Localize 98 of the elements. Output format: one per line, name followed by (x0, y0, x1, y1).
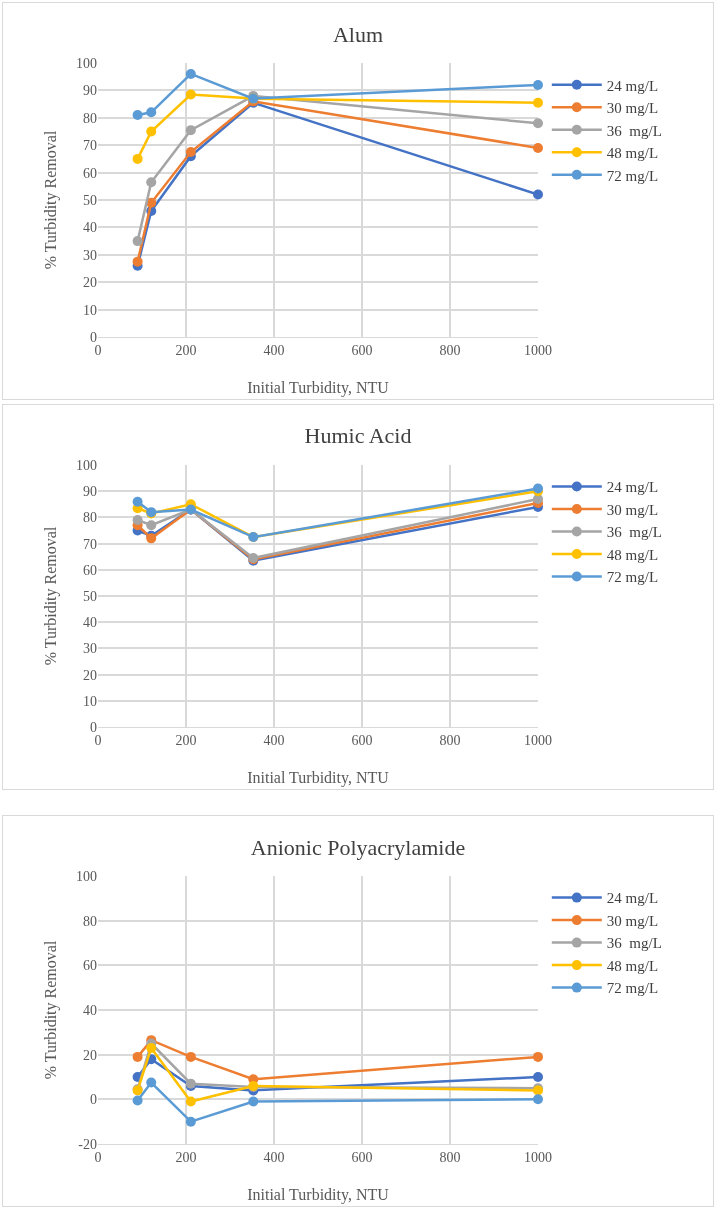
y-tick-label: 100 (76, 868, 97, 884)
y-tick-label: 100 (76, 55, 97, 71)
y-tick-label: 50 (83, 192, 97, 208)
point (132, 256, 143, 267)
legend-label: 48 mg/L (606, 957, 659, 974)
x-tick-label: 1000 (524, 1149, 552, 1165)
y-tick-label: 10 (83, 302, 97, 318)
point (185, 89, 196, 100)
legend-label: 36 mg/L (606, 935, 662, 952)
x-tick-label: 400 (263, 342, 285, 358)
legend-label: 36 mg/L (606, 122, 662, 139)
point (533, 142, 543, 153)
point (185, 1051, 196, 1062)
y-tick-label: 100 (76, 457, 97, 473)
point (132, 496, 143, 507)
point (533, 79, 543, 90)
y-tick-label: 0 (90, 719, 97, 735)
legend-label: 30 mg/L (606, 501, 659, 518)
legend-label: 24 mg/L (606, 77, 659, 94)
legend-label: 30 mg/L (606, 100, 659, 117)
y-tick-label: 90 (83, 484, 97, 500)
x-axis-title: Initial Turbidity, NTU (247, 379, 390, 397)
x-axis-title: Initial Turbidity, NTU (247, 769, 390, 787)
y-tick-label: 80 (83, 510, 97, 526)
y-axis-title: % Turbidity Removal (42, 526, 60, 666)
point (185, 125, 196, 136)
point (146, 126, 157, 137)
point (132, 236, 143, 247)
legend-label: 48 mg/L (606, 546, 659, 563)
point (146, 177, 157, 188)
point (132, 153, 143, 164)
x-tick-label: 600 (351, 1149, 373, 1165)
y-tick-label: 0 (90, 1092, 97, 1108)
chart-title: Anionic Polyacrylamide (250, 834, 466, 860)
y-tick-label: 80 (83, 913, 97, 929)
legend-label: 24 mg/L (606, 890, 659, 907)
point (533, 189, 543, 200)
legend-label: 36 mg/L (606, 524, 662, 541)
y-tick-label: 80 (83, 110, 97, 126)
y-tick-label: 70 (83, 138, 97, 154)
x-tick-label: 1000 (524, 342, 552, 358)
point (248, 1096, 259, 1107)
point (533, 118, 543, 129)
y-tick-label: 30 (83, 641, 97, 657)
y-axis-title: % Turbidity Removal (42, 130, 60, 270)
y-tick-label: 60 (83, 562, 97, 578)
point (185, 147, 196, 158)
x-tick-label: 600 (351, 732, 373, 748)
legend-label: 48 mg/L (606, 145, 659, 162)
y-tick-label: 60 (83, 958, 97, 974)
x-tick-label: 200 (175, 342, 197, 358)
point (132, 1095, 143, 1106)
x-tick-label: 1000 (524, 732, 552, 748)
x-tick-label: 800 (439, 342, 461, 358)
point (533, 1072, 543, 1082)
x-tick-label: 800 (439, 1149, 461, 1165)
y-tick-label: 40 (83, 220, 97, 236)
legend-label: 72 mg/L (606, 980, 659, 997)
y-tick-label: 60 (83, 165, 97, 181)
legend-label: 30 mg/L (606, 912, 659, 929)
y-tick-label: 20 (83, 275, 97, 291)
y-axis-title: % Turbidity Removal (42, 940, 60, 1080)
legend-label: 72 mg/L (606, 167, 659, 184)
x-tick-label: 200 (175, 732, 197, 748)
y-tick-label: 40 (83, 615, 97, 631)
y-tick-label: 30 (83, 247, 97, 263)
y-tick-label: 0 (90, 329, 97, 345)
point (533, 97, 543, 108)
point (132, 110, 143, 121)
y-tick-label: 10 (83, 693, 97, 709)
y-tick-label: 40 (83, 1002, 97, 1018)
point (146, 1042, 157, 1053)
point (132, 1051, 143, 1062)
point (185, 1096, 196, 1107)
chart-title: Humic Acid (304, 423, 412, 449)
point (146, 1077, 157, 1088)
point (146, 107, 157, 118)
x-tick-label: 400 (263, 732, 285, 748)
point (146, 520, 157, 531)
x-tick-label: 400 (263, 1149, 285, 1165)
y-tick-label: 70 (83, 536, 97, 552)
x-tick-label: 200 (175, 1149, 197, 1165)
point (533, 1051, 543, 1062)
point (185, 1116, 196, 1127)
legend-label: 24 mg/L (606, 479, 659, 496)
legend-label: 72 mg/L (606, 569, 659, 586)
x-tick-label: 800 (439, 732, 461, 748)
y-tick-label: 50 (83, 588, 97, 604)
y-tick-label: 20 (83, 667, 97, 683)
point (132, 515, 143, 526)
y-tick-label: -20 (78, 1136, 97, 1152)
y-tick-label: 20 (83, 1047, 97, 1063)
chart-title: Alum (332, 22, 384, 48)
x-axis-title: Initial Turbidity, NTU (247, 1186, 390, 1204)
point (185, 68, 196, 79)
point (533, 1094, 543, 1105)
y-tick-label: 90 (83, 83, 97, 99)
x-tick-label: 600 (351, 342, 373, 358)
